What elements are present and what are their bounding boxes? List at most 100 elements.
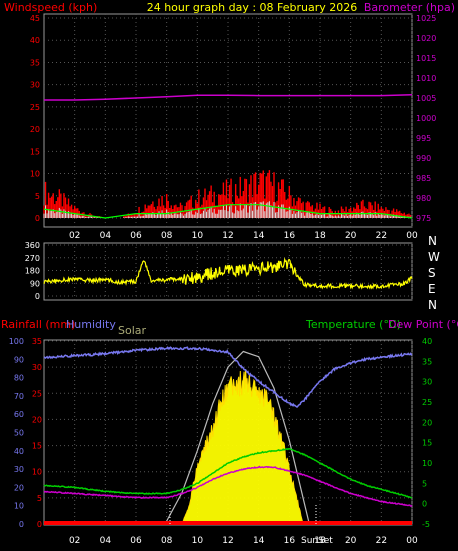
x-tick-label: 12: [222, 536, 233, 546]
windspeed-average-line: [43, 204, 413, 219]
windspeed-tick: 5: [35, 192, 40, 201]
x-tick-label: 06: [130, 536, 142, 546]
barometer-tick: 980: [416, 194, 431, 203]
compass-tick: W: [428, 250, 440, 264]
x-tick-label: 18: [314, 231, 326, 241]
x-tick-label: 00: [406, 231, 418, 241]
barometer-tick: 1015: [416, 54, 436, 63]
humidity-tick: 0: [19, 520, 24, 529]
windspeed-tick: 25: [30, 103, 40, 112]
barometer-tick: 1000: [416, 114, 436, 123]
wind-direction-line: [43, 257, 413, 290]
compass-tick: E: [428, 282, 436, 296]
x-tick-label: 22: [376, 536, 387, 546]
direction-degree-tick: 180: [25, 267, 40, 276]
windspeed-tick: 40: [30, 36, 40, 45]
humidity-tick: 80: [14, 374, 24, 383]
x-tick-label: 22: [376, 231, 387, 241]
x-tick-label: 10: [192, 231, 204, 241]
dewpoint-line: [43, 465, 413, 507]
humidity-line: [43, 346, 413, 408]
x-tick-label: 10: [192, 536, 204, 546]
temperature-panel-x-tick-labels: 02 04 06 08 10 12 14 16 18 20 22 00: [69, 536, 418, 546]
rainfall-baseline: [44, 521, 412, 525]
sunset-label: Set: [318, 536, 333, 546]
rainfall-tick: 30: [32, 363, 42, 372]
compass-tick: N: [428, 298, 437, 312]
x-tick-label: 16: [284, 231, 296, 241]
temperature-tick: 35: [422, 357, 432, 366]
dewpoint-axis-label: Dew Point (°C): [388, 318, 458, 331]
temperature-tick: 30: [422, 378, 432, 387]
x-tick-label: 08: [161, 536, 173, 546]
temperature-line: [43, 447, 413, 499]
barometer-tick: 975: [416, 214, 431, 223]
barometer-tick: 995: [416, 134, 431, 143]
solar-axis-label: Solar: [118, 324, 147, 337]
barometer-tick: 990: [416, 154, 431, 163]
temperature-tick: 0: [422, 500, 427, 509]
temperature-tick: 10: [422, 459, 432, 468]
rainfall-tick: 15: [32, 442, 42, 451]
x-tick-label: 06: [130, 231, 142, 241]
humidity-axis-label: Humidity: [66, 318, 116, 331]
barometer-line: [44, 94, 413, 101]
windspeed-tick: 45: [30, 14, 40, 23]
x-tick-label: 20: [345, 231, 357, 241]
temperature-tick-labels: -5 0 5 10 15 20 25 30 35 40: [422, 337, 432, 529]
temperature-axis-label: Temperature (°C): [305, 318, 401, 331]
humidity-tick: 100: [9, 337, 24, 346]
barometer-tick: 1025: [416, 14, 436, 23]
windspeed-axis-label: Windspeed (kph): [4, 1, 97, 14]
x-tick-label: 12: [222, 231, 233, 241]
temperature-tick: -5: [422, 520, 430, 529]
x-tick-label: 08: [161, 231, 173, 241]
rainfall-tick: 25: [32, 389, 42, 398]
rainfall-axis-label: Rainfall (mm): [1, 318, 75, 331]
direction-degree-tick: 270: [25, 254, 40, 263]
barometer-tick: 985: [416, 174, 431, 183]
barometer-tick-labels: 975 980 985 990 995 1000 1005 1010 1015 1020 1025: [416, 14, 436, 223]
x-tick-label: 04: [100, 536, 112, 546]
windspeed-tick: 0: [35, 214, 40, 223]
windspeed-tick: 10: [30, 170, 40, 179]
x-tick-label: 14: [253, 536, 265, 546]
direction-degree-tick: 90: [30, 279, 40, 288]
windspeed-tick: 20: [30, 125, 40, 134]
x-tick-label: 02: [69, 231, 80, 241]
wind-panel-x-tick-labels: 02 04 06 08 10 12 14 16 18 20 22 00: [69, 231, 418, 241]
direction-degree-tick: 0: [35, 292, 40, 301]
x-tick-label: 14: [253, 231, 265, 241]
x-tick-label: 16: [284, 536, 296, 546]
barometer-tick: 1020: [416, 34, 436, 43]
direction-degree-tick: 360: [25, 241, 40, 250]
sunrise-label: Sun: [301, 536, 318, 546]
barometer-tick: 1010: [416, 74, 436, 83]
rainfall-tick: 10: [32, 468, 42, 477]
humidity-tick: 60: [14, 410, 24, 419]
humidity-tick: 50: [14, 429, 24, 438]
barometer-axis-label: Barometer (hpa): [364, 1, 455, 14]
humidity-tick: 10: [14, 502, 24, 511]
rainfall-tick: 20: [32, 415, 42, 424]
windspeed-tick: 15: [30, 147, 40, 156]
windspeed-tick: 30: [30, 81, 40, 90]
x-tick-label: 02: [69, 536, 80, 546]
x-tick-label: 20: [345, 536, 357, 546]
x-tick-label: 18: [314, 536, 326, 546]
temperature-tick: 5: [422, 479, 427, 488]
x-tick-label: 04: [100, 231, 112, 241]
x-tick-label: 00: [406, 536, 418, 546]
humidity-tick: 90: [14, 355, 24, 364]
humidity-tick: 40: [14, 447, 24, 456]
humidity-tick: 20: [14, 483, 24, 492]
rainfall-tick: 35: [32, 337, 42, 346]
humidity-tick: 30: [14, 465, 24, 474]
compass-tick: S: [428, 266, 436, 280]
rainfall-tick-labels: 0 5 10 15 20 25 30 35: [32, 337, 42, 529]
